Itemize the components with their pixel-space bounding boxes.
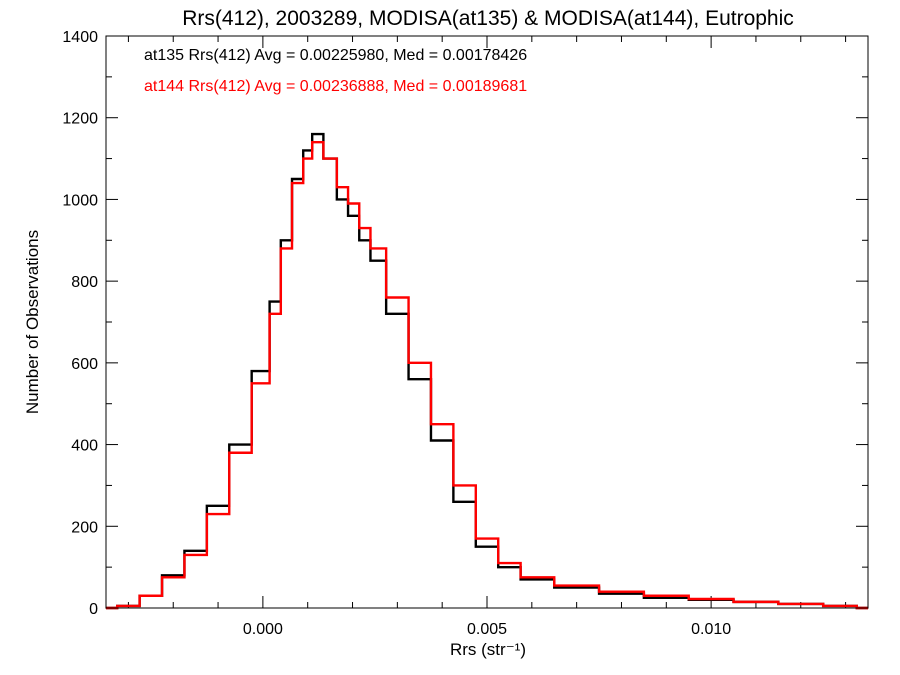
data-point-at135: [275, 300, 277, 303]
plot-frame: [105, 35, 869, 609]
data-point-at135: [195, 550, 197, 552]
chart-title: Rrs(412), 2003289, MODISA(at135) & MODIS…: [182, 7, 794, 30]
data-point-at144: [307, 157, 309, 160]
data-point-at144: [620, 591, 623, 593]
data-point-at135: [284, 239, 286, 241]
data-point-at135: [463, 501, 466, 503]
data-point-at135: [217, 505, 219, 507]
data-point-at135: [374, 260, 376, 262]
y-tick-label: 0: [89, 601, 98, 618]
data-point-at144: [576, 584, 578, 587]
data-point-at135: [365, 239, 367, 241]
data-point-at144: [275, 313, 277, 315]
data-point-at144: [374, 247, 376, 250]
data-point-at135: [239, 443, 242, 446]
data-point-at135: [419, 378, 421, 380]
data-point-at144: [800, 603, 802, 605]
series-annotation-at135: at135 Rrs(412) Avg = 0.00225980, Med = 0…: [144, 47, 527, 64]
data-point-at135: [620, 593, 623, 595]
data-point-at144: [710, 598, 712, 600]
data-point-at144: [342, 186, 345, 188]
data-point-at135: [342, 198, 345, 201]
data-point-at135: [665, 597, 667, 599]
data-point-at144: [441, 423, 443, 425]
data-point-at135: [441, 439, 443, 442]
data-point-at135: [351, 215, 354, 217]
data-point-at144: [419, 362, 421, 364]
y-axis-label: Number of Observations: [23, 230, 42, 414]
data-point-at144: [486, 537, 488, 540]
y-tick-label: 400: [71, 438, 98, 455]
data-point-at144: [150, 595, 152, 597]
data-point-at144: [351, 202, 354, 205]
x-tick-label: 0.005: [467, 621, 507, 638]
x-tick-label: 0.010: [691, 621, 731, 638]
data-point-at135: [307, 149, 309, 151]
y-tick-label: 800: [71, 274, 98, 291]
series-group: [105, 132, 869, 610]
series-annotation-at144: at144 Rrs(412) Avg = 0.00236888, Med = 0…: [144, 78, 527, 95]
data-point-at135: [262, 370, 264, 372]
y-tick-label: 600: [71, 356, 98, 373]
x-axis-label: Rrs (str⁻¹): [450, 640, 526, 659]
data-point-at135: [172, 574, 174, 576]
data-point-at135: [531, 578, 533, 581]
data-point-at144: [844, 605, 847, 607]
data-point-at135: [486, 546, 488, 548]
y-tick-label: 1000: [62, 192, 98, 209]
data-point-at135: [316, 133, 318, 135]
data-point-at144: [217, 513, 219, 515]
data-point-at135: [298, 178, 300, 180]
data-point-at144: [665, 595, 667, 597]
data-point-at144: [329, 157, 331, 160]
data-point-at144: [195, 554, 197, 556]
data-point-at144: [298, 182, 300, 184]
data-point-at144: [284, 247, 286, 250]
data-point-at144: [463, 484, 466, 487]
data-point-at135: [396, 313, 398, 315]
data-point-at135: [576, 586, 578, 589]
data-point-at144: [365, 227, 367, 229]
data-point-at144: [508, 562, 511, 564]
data-point-at135: [508, 566, 511, 568]
y-tick-label: 1200: [62, 111, 98, 128]
data-point-at144: [262, 382, 264, 384]
data-point-at144: [316, 141, 318, 143]
data-point-at144: [127, 605, 130, 607]
y-tick-label: 1400: [62, 29, 98, 46]
data-point-at144: [172, 576, 174, 578]
data-point-at144: [531, 576, 533, 578]
data-point-at144: [396, 296, 398, 299]
data-point-at144: [755, 601, 757, 603]
axis-ticks: 0 200 400 600 800 1000 1200 1400 0.000 0.005 0.010: [62, 29, 868, 638]
data-point-at144: [239, 452, 242, 454]
x-tick-label: 0.000: [243, 621, 283, 638]
y-tick-label: 200: [71, 519, 98, 536]
